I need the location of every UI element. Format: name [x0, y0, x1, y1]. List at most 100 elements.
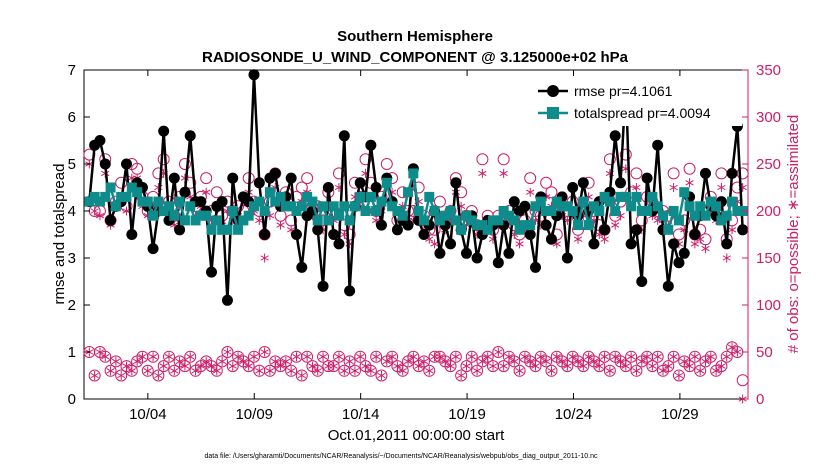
obs_assimilated_upper-point: [690, 239, 700, 249]
obs_assimilated-point: [632, 366, 641, 376]
obs_possible_upper-point: [200, 172, 213, 185]
obs_assimilated-point: [196, 361, 206, 371]
rmse-point: [599, 224, 611, 236]
totalspread-point: [179, 215, 190, 226]
legend-spread-marker: [547, 107, 559, 119]
obs_possible_upper-point: [683, 162, 696, 175]
obs_possible_upper-point: [497, 153, 510, 166]
rmse-point: [471, 252, 483, 264]
obs_assimilated-point: [132, 356, 142, 366]
rmse-point: [253, 177, 265, 189]
totalspread-point: [148, 210, 159, 221]
obs_assimilated-point: [621, 361, 630, 371]
obs_possible-point: [157, 360, 170, 373]
rmse-point: [158, 125, 170, 137]
rmse-point: [174, 224, 186, 236]
rmse-point: [508, 196, 520, 208]
x-tick-label: 10/24: [555, 406, 593, 423]
obs_possible-point: [226, 360, 239, 373]
obs_assimilated-point: [265, 366, 275, 376]
totalspread-point: [339, 201, 350, 212]
obs_assimilated-point: [690, 352, 700, 362]
totalspread-point: [562, 201, 573, 212]
axes-layer: 0 1 2 3 4 5 6 7 0 50 100 150 200 250 300 350 10/04 10/09 1…: [68, 62, 781, 423]
y-right-tick-label: 100: [756, 297, 781, 314]
rmse-point: [354, 177, 366, 189]
obs_assimilated-point: [356, 352, 365, 362]
totalspread-point: [588, 201, 599, 212]
totalspread-point: [403, 187, 414, 198]
obs_possible-point: [672, 369, 685, 382]
totalspread-point: [594, 206, 605, 216]
obs_assimilated-point: [642, 352, 652, 362]
obs_assimilated_upper-point: [499, 168, 508, 178]
totalspread-point: [573, 220, 584, 231]
obs_assimilated-point: [90, 371, 99, 380]
totalspread-point: [408, 168, 419, 179]
totalspread-point: [482, 224, 493, 235]
obs_assimilated-point: [180, 361, 190, 371]
totalspread-point: [397, 210, 408, 221]
obs_assimilated-point: [271, 356, 280, 366]
obs_assimilated-point: [616, 356, 625, 366]
totalspread-point: [705, 196, 716, 207]
obs_assimilated-point: [159, 361, 168, 371]
rmse-point: [285, 172, 297, 184]
rmse-point: [503, 247, 515, 259]
rmse-point: [365, 139, 377, 151]
legend-rmse-label: rmse pr=4.1061: [574, 83, 673, 99]
rmse-point: [99, 158, 111, 170]
obs_possible_upper-point: [301, 172, 314, 185]
obs_assimilated-point: [372, 352, 381, 362]
totalspread-point: [503, 210, 514, 221]
totalspread-point: [620, 191, 631, 202]
y-right-tick-label: 300: [756, 109, 781, 126]
obs_assimilated-point: [154, 371, 163, 380]
obs_assimilated-point: [425, 366, 434, 376]
rmse-point: [540, 219, 552, 231]
totalspread-point: [105, 182, 116, 193]
obs_assimilated_upper-point: [727, 225, 737, 235]
totalspread-point: [142, 196, 153, 207]
legend-spread-label: totalspread pr=4.0094: [574, 105, 711, 121]
totalspread-point: [318, 201, 329, 212]
totalspread-point: [684, 201, 695, 212]
totalspread-point: [355, 191, 366, 202]
totalspread-point: [211, 215, 222, 226]
obs_assimilated-point: [669, 352, 678, 362]
totalspread-point: [663, 224, 674, 235]
rmse-point: [567, 182, 579, 193]
rmse-point: [678, 247, 690, 259]
totalspread-point: [700, 210, 711, 221]
obs_assimilated-point: [563, 361, 572, 371]
obs_assimilated-point: [541, 356, 551, 366]
x-tick-label: 10/09: [235, 406, 273, 423]
obs_assimilated-point: [648, 361, 657, 371]
totalspread-point: [673, 215, 684, 226]
totalspread-point: [238, 215, 249, 226]
obs_assimilated-point: [223, 347, 232, 357]
obs_possible_upper-point: [210, 186, 223, 199]
obs_possible-point: [279, 355, 292, 368]
y-tick-label: 7: [68, 62, 76, 79]
x-tick-label: 10/29: [661, 406, 699, 423]
rmse-point: [312, 224, 324, 236]
y-right-tick-label: 250: [756, 156, 781, 173]
totalspread-point: [599, 191, 610, 202]
totalspread-point: [227, 206, 238, 216]
totalspread-point: [440, 210, 451, 221]
totalspread-point: [206, 224, 217, 235]
rmse-point: [726, 167, 738, 179]
rmse-point: [168, 172, 180, 184]
legend: rmse pr=4.1061 totalspread pr=4.0094: [530, 78, 742, 126]
totalspread-point: [610, 206, 621, 216]
obs_assimilated-point: [589, 356, 599, 366]
rmse-point: [328, 229, 340, 240]
totalspread-point: [509, 215, 520, 226]
totalspread-point: [344, 215, 355, 226]
totalspread-point: [185, 201, 196, 212]
totalspread-point: [371, 206, 382, 216]
obs_assimilated-point: [696, 366, 705, 376]
totalspread-point: [716, 215, 727, 226]
totalspread-point: [466, 215, 477, 226]
